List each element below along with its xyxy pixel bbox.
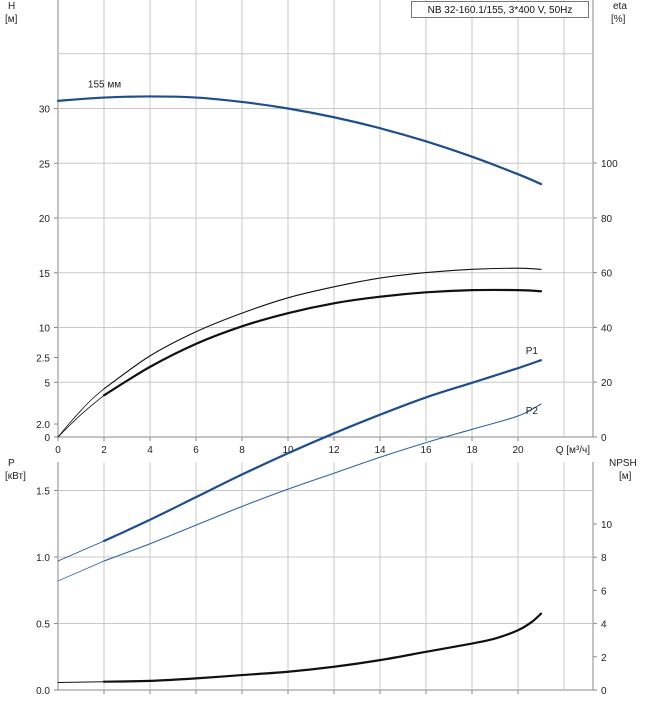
x-tick-label: 0: [55, 445, 61, 456]
top-series-head: [56, 95, 543, 186]
top-series-eta-thick-extension: [57, 394, 105, 438]
bottom-right-tick-label: 8: [601, 553, 607, 564]
impeller-diameter-label: 155 мм: [88, 80, 121, 91]
top-right-tick-label: 20: [601, 378, 613, 389]
h-axis-title: H: [8, 1, 15, 12]
x-tick-label: 18: [466, 445, 478, 456]
bottom-series-p1-extension: [57, 540, 105, 562]
x-tick-label: 10: [282, 445, 294, 456]
bottom-series-npsh: [102, 612, 543, 683]
bottom-series-p2-extension: [57, 560, 105, 582]
x-tick-label: 4: [147, 445, 153, 456]
bottom-right-tick-label: 6: [601, 586, 607, 597]
bottom-left-tick-label: 1.5: [36, 487, 50, 498]
x-tick-label: 20: [512, 445, 524, 456]
bottom-left-tick-label: 0.0: [36, 686, 50, 697]
top-series-eta-thick: [102, 288, 543, 397]
top-left-tick-label: 25: [39, 159, 51, 170]
top-series-eta-thin-extension: [57, 388, 105, 438]
x-tick-label: 16: [420, 445, 432, 456]
top-right-tick-label: 0: [601, 433, 607, 444]
bottom-right-tick-label: 10: [601, 520, 613, 531]
x-tick-label: 6: [193, 445, 199, 456]
x-tick-label: 8: [239, 445, 245, 456]
top-left-tick-label: 20: [39, 214, 51, 225]
series-label-p2: P2: [526, 406, 539, 417]
bottom-left-tick-label: 2.0: [36, 420, 50, 431]
top-right-tick-label: 60: [601, 269, 613, 280]
npsh-axis-unit: [м]: [619, 471, 632, 482]
bottom-series-p2: [103, 403, 542, 562]
top-left-tick-label: 5: [44, 378, 50, 389]
npsh-axis-title: NPSH: [609, 458, 637, 469]
bottom-right-tick-label: 4: [601, 620, 607, 631]
h-axis-unit: [м]: [5, 14, 18, 25]
top-series-eta-thin: [103, 267, 542, 390]
x-tick-label: 2: [101, 445, 107, 456]
bottom-left-tick-label: 0.5: [36, 620, 50, 631]
pump-model-label: NB 32-160.1/155, 3*400 V, 50Hz: [411, 1, 589, 18]
top-right-tick-label: 100: [601, 159, 618, 170]
bottom-right-tick-label: 0: [601, 686, 607, 697]
bottom-right-tick-label: 2: [601, 653, 607, 664]
top-right-tick-label: 40: [601, 323, 613, 334]
top-right-tick-label: 80: [601, 214, 613, 225]
bottom-left-tick-label: 1.0: [36, 553, 50, 564]
eta-axis-title: eta: [613, 1, 627, 12]
bottom-series-p1: [102, 359, 543, 543]
p-axis-title: P: [8, 458, 15, 469]
x-tick-label: 12: [328, 445, 340, 456]
eta-axis-unit: [%]: [611, 14, 626, 25]
x-axis-label: Q [м³/ч]: [556, 445, 591, 456]
bottom-left-tick-label: 2.5: [36, 354, 50, 365]
top-left-tick-label: 0: [44, 433, 50, 444]
p-axis-unit: [кВт]: [5, 471, 26, 482]
top-left-tick-label: 30: [39, 105, 51, 116]
x-tick-label: 14: [374, 445, 386, 456]
bottom-series-npsh-extension: [57, 681, 105, 684]
top-left-tick-label: 10: [39, 324, 51, 335]
top-left-tick-label: 15: [39, 269, 51, 280]
series-label-p1: P1: [526, 346, 539, 357]
